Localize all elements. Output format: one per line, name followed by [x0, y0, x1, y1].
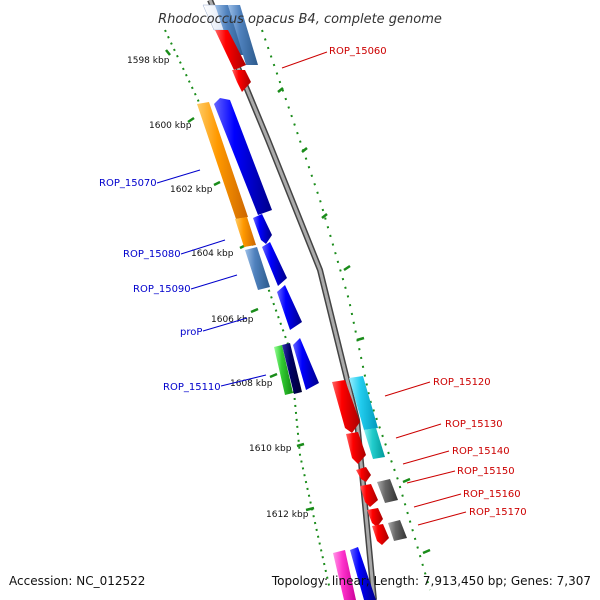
gene-label-rop15070[interactable]: ROP_15070 [99, 178, 157, 189]
genome-info-text: Topology: linear; Length: 7,913,450 bp; … [271, 574, 591, 588]
gene-feature-rop15140[interactable] [356, 467, 371, 482]
tick-label: 1600 kbp [149, 121, 192, 131]
gene-feature-rop15160[interactable] [367, 508, 383, 527]
track-ticks [165, 49, 431, 555]
leader-lines [156, 51, 467, 526]
inner-dotted-track [164, 29, 331, 591]
gene-label-rop15080[interactable]: ROP_15080 [123, 249, 181, 260]
gene-feature-rop15150-cog[interactable] [377, 479, 398, 503]
tick-label: 1606 kbp [211, 315, 254, 325]
tick-label: 1612 kbp [266, 510, 309, 520]
gene-label-rop15060[interactable]: ROP_15060 [329, 46, 387, 57]
kbp-labels: 1598 kbp 1600 kbp 1602 kbp 1604 kbp 1606… [127, 56, 309, 520]
tick-label: 1610 kbp [249, 444, 292, 454]
tick-label: 1608 kbp [230, 379, 273, 389]
gene-label-rop15160[interactable]: ROP_15160 [463, 489, 521, 500]
gene-feature-rop15130-cog[interactable] [364, 428, 385, 459]
gene-feature-prop[interactable] [277, 285, 302, 330]
tick-label: 1598 kbp [127, 56, 170, 66]
tick-label: 1604 kbp [191, 249, 234, 259]
gene-feature-rop15170-cog[interactable] [388, 520, 407, 541]
gene-label-rop15090[interactable]: ROP_15090 [133, 284, 191, 295]
gene-labels: ROP_15060 ROP_15070 ROP_15080 ROP_15090 … [99, 46, 527, 518]
gene-feature-rop15110-cog[interactable] [274, 345, 293, 395]
gene-label-rop15110[interactable]: ROP_15110 [163, 382, 221, 393]
gene-feature[interactable] [232, 70, 251, 92]
gene-feature-rop15150[interactable] [360, 484, 378, 507]
gene-label-rop15140[interactable]: ROP_15140 [452, 446, 510, 457]
gene-feature-rop15070-cog[interactable] [197, 102, 248, 219]
gene-label-prop[interactable]: proP [180, 327, 202, 338]
gene-feature-rop15170[interactable] [372, 524, 389, 545]
gene-feature-rop15120-cog[interactable] [349, 376, 378, 430]
gene-label-rop15130[interactable]: ROP_15130 [445, 419, 503, 430]
gene-feature-rop15060[interactable] [215, 30, 246, 70]
genome-backbone-highlight [208, 0, 376, 600]
tick-label: 1602 kbp [170, 185, 213, 195]
gene-feature[interactable] [333, 550, 356, 600]
gene-label-rop15150[interactable]: ROP_15150 [457, 466, 515, 477]
gene-feature[interactable] [235, 217, 256, 247]
map-title: Rhodococcus opacus B4, complete genome [158, 12, 442, 27]
gene-feature-rop15090-cog[interactable] [245, 247, 270, 290]
gene-feature-rop15110[interactable] [293, 338, 319, 390]
gene-feature-rop15130[interactable] [346, 432, 366, 464]
gene-label-rop15170[interactable]: ROP_15170 [469, 507, 527, 518]
gene-feature[interactable] [282, 343, 302, 394]
gene-feature[interactable] [215, 5, 245, 55]
gene-feature[interactable] [228, 5, 258, 65]
gene-feature-rop15120[interactable] [332, 380, 360, 433]
accession-text: Accession: NC_012522 [9, 574, 146, 588]
gene-feature-rop15070[interactable] [214, 98, 272, 215]
gene-feature-rop15080[interactable] [253, 214, 272, 244]
gene-label-rop15120[interactable]: ROP_15120 [433, 377, 491, 388]
gene-feature[interactable] [350, 547, 376, 600]
gene-feature-rop15090[interactable] [262, 242, 287, 286]
